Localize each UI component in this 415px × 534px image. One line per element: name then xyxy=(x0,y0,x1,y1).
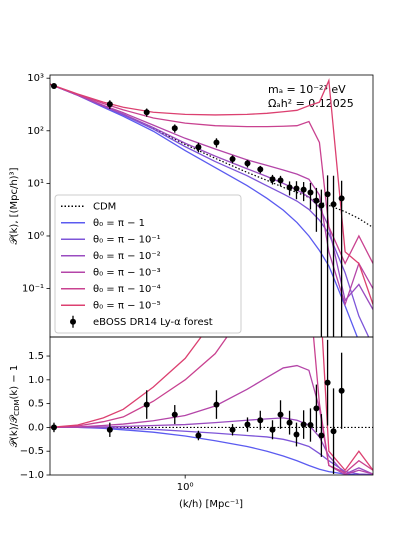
data-point xyxy=(338,387,345,394)
data-point xyxy=(313,197,320,204)
line xyxy=(50,83,373,310)
data-point xyxy=(143,109,150,116)
y-tick-label: 10¹ xyxy=(27,178,44,189)
data-point xyxy=(213,139,220,146)
data-point xyxy=(269,426,276,433)
line xyxy=(50,78,373,305)
data-point xyxy=(330,201,337,208)
plot-area xyxy=(50,78,373,337)
data-point xyxy=(143,401,150,408)
label-part: CDM xyxy=(13,399,21,415)
data-point xyxy=(324,191,331,198)
y-tick-label: 10³ xyxy=(27,73,44,84)
data-point xyxy=(307,422,314,429)
data-point xyxy=(213,401,220,408)
legend-label: θ₀ = π − 10⁻³ xyxy=(93,267,161,278)
x-tick-label: 10⁰ xyxy=(177,482,194,493)
legend-label: eBOSS DR14 Ly-α forest xyxy=(93,317,213,328)
data-point xyxy=(318,432,325,439)
y-tick-label: −1.0 xyxy=(20,470,44,481)
legend-label: θ₀ = π − 10⁻⁴ xyxy=(93,284,161,295)
legend-label: CDM xyxy=(93,201,116,212)
line xyxy=(50,337,373,472)
plot-area xyxy=(50,337,373,475)
legend-label: θ₀ = π − 10⁻¹ xyxy=(93,234,161,245)
line xyxy=(50,417,373,475)
data-point xyxy=(106,101,113,108)
line xyxy=(50,83,358,337)
data-point xyxy=(257,417,264,424)
annotation: mₐ = 10⁻²³ eV xyxy=(268,83,346,96)
y-tick-label: 1.5 xyxy=(28,351,44,362)
x-axis-label: (k/h) [Mpc⁻¹] xyxy=(179,499,243,510)
line xyxy=(50,426,373,475)
y-tick-label: −0.5 xyxy=(20,446,44,457)
line xyxy=(50,83,373,266)
data-point xyxy=(171,125,178,132)
data-point xyxy=(330,428,337,435)
data-point xyxy=(318,202,325,209)
data-point xyxy=(313,405,320,412)
y-axis-label: 𝒫(k), [(Mpc/h)³] xyxy=(9,167,20,244)
annotation: Ωₐh² = 0.12025 xyxy=(268,97,354,110)
data-point xyxy=(244,421,251,428)
legend-label: θ₀ = π − 10⁻⁵ xyxy=(93,300,161,311)
data-point xyxy=(269,176,276,183)
data-point xyxy=(195,144,202,151)
y-tick-label: 10⁰ xyxy=(27,231,44,242)
line xyxy=(50,83,373,307)
data-point xyxy=(50,83,57,90)
label-part: 𝒫(k)/𝒫 xyxy=(9,414,20,447)
legend-box xyxy=(54,194,242,334)
data-point xyxy=(106,426,113,433)
data-point xyxy=(171,411,178,418)
line xyxy=(50,337,373,474)
line xyxy=(50,426,373,475)
data-point xyxy=(257,166,264,173)
data-point xyxy=(277,177,284,184)
data-point xyxy=(293,431,300,438)
data-point xyxy=(286,184,293,191)
label-part: (k) − 1 xyxy=(9,365,20,400)
data-point xyxy=(324,379,331,386)
legend-label: θ₀ = π − 1 xyxy=(93,218,145,229)
y-tick-label: 10⁻¹ xyxy=(22,284,44,295)
legend-label: θ₀ = π − 10⁻² xyxy=(93,251,161,262)
data-point xyxy=(300,186,307,193)
data-point xyxy=(307,189,314,196)
y-tick-label: 0.0 xyxy=(28,422,44,433)
data-point xyxy=(293,185,300,192)
axes-frame xyxy=(49,336,374,476)
data-point xyxy=(300,421,307,428)
data-point xyxy=(229,156,236,163)
data-point xyxy=(277,411,284,418)
y-tick-label: 10² xyxy=(27,126,44,137)
legend-swatch xyxy=(70,318,76,325)
data-point xyxy=(50,424,57,431)
data-point xyxy=(195,432,202,439)
y-tick-label: 0.5 xyxy=(28,399,44,410)
data-point xyxy=(286,419,293,426)
y-axis-label: 𝒫(k)/𝒫CDM(k) − 1 xyxy=(9,365,21,447)
data-point xyxy=(244,160,251,167)
data-point xyxy=(229,426,236,433)
data-point xyxy=(338,195,345,202)
y-tick-label: 1.0 xyxy=(28,375,44,386)
